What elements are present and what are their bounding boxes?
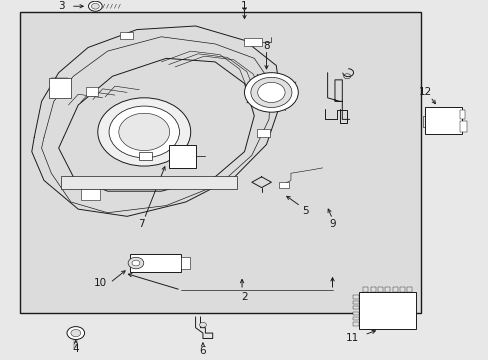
Circle shape: [88, 1, 102, 11]
Circle shape: [132, 260, 140, 266]
Bar: [359, 292, 415, 329]
Text: 8: 8: [263, 41, 269, 51]
Circle shape: [119, 113, 169, 150]
Text: 2: 2: [241, 292, 247, 302]
Bar: [61, 176, 237, 189]
Bar: [370, 287, 375, 292]
Text: 1: 1: [241, 1, 247, 11]
Bar: [129, 254, 181, 272]
Text: 6: 6: [199, 346, 206, 356]
Circle shape: [128, 257, 143, 269]
Bar: [352, 311, 359, 315]
Bar: [244, 38, 261, 46]
Bar: [385, 287, 389, 292]
Text: 3: 3: [58, 1, 64, 11]
Bar: [425, 107, 461, 134]
Bar: [256, 130, 270, 137]
Text: 7: 7: [138, 219, 145, 229]
Bar: [20, 12, 420, 313]
Bar: [352, 306, 359, 309]
Bar: [399, 287, 404, 292]
Circle shape: [71, 329, 81, 337]
Circle shape: [199, 322, 206, 327]
Circle shape: [244, 73, 298, 112]
Circle shape: [250, 77, 291, 108]
Bar: [168, 144, 195, 168]
Bar: [181, 257, 189, 269]
Circle shape: [257, 82, 285, 103]
Bar: [459, 121, 466, 132]
Bar: [81, 189, 100, 200]
Bar: [120, 32, 133, 39]
Bar: [407, 287, 411, 292]
Bar: [459, 111, 464, 120]
Bar: [392, 287, 397, 292]
Bar: [352, 295, 359, 298]
Bar: [85, 87, 98, 96]
Circle shape: [67, 327, 84, 339]
Bar: [352, 317, 359, 320]
Circle shape: [109, 106, 179, 158]
Circle shape: [98, 98, 190, 166]
Bar: [352, 322, 359, 325]
Bar: [352, 301, 359, 304]
Text: 12: 12: [418, 87, 431, 98]
Bar: [139, 152, 151, 159]
Circle shape: [91, 3, 99, 9]
Bar: [363, 287, 367, 292]
Bar: [278, 182, 288, 188]
Bar: [49, 78, 71, 98]
Text: 11: 11: [345, 333, 358, 343]
Text: 4: 4: [72, 344, 79, 354]
Bar: [377, 287, 382, 292]
Text: 9: 9: [328, 219, 335, 229]
Text: 5: 5: [302, 206, 308, 216]
Text: 10: 10: [94, 278, 106, 288]
